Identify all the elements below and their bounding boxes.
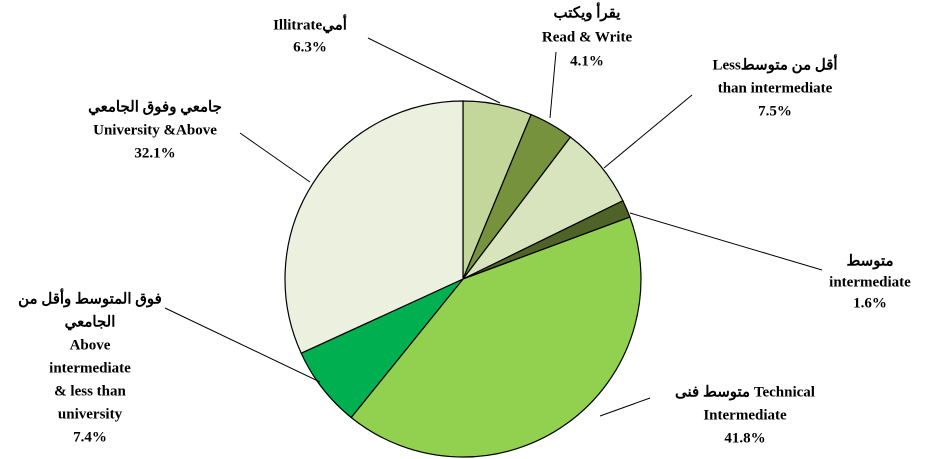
leader-line [239, 132, 311, 183]
slice-value-label: 32.1% [134, 145, 175, 161]
slice-value-label: 7.4% [73, 429, 107, 445]
slice-label: الجامعي [65, 314, 116, 331]
slice-value-label: 4.1% [570, 53, 604, 69]
leader-line [549, 51, 557, 119]
slice-value-label: 41.8% [724, 430, 765, 446]
slice-label: Illitrateأمي [273, 13, 347, 34]
slice-label: فوق المتوسط وأقل من [18, 287, 162, 307]
leader-line [603, 94, 693, 169]
slice-label: & less than [54, 383, 126, 399]
slice-label: Intermediate [703, 407, 787, 423]
leader-line [629, 212, 823, 271]
slice-label: متوسط فنى Technical [675, 384, 815, 400]
pie-slice [350, 216, 642, 458]
slice-label: intermediate [829, 274, 911, 290]
leader-line [164, 307, 321, 383]
slice-label: university [58, 406, 123, 422]
slice-label: Lessأقل من متوسط [712, 53, 837, 73]
slice-label: intermediate [49, 360, 131, 376]
slice-label: than intermediate [718, 80, 833, 96]
slice-label: متوسط [846, 253, 893, 269]
slice-label: جامعي وفوق الجامعي [88, 99, 222, 116]
slice-label: University &Above [93, 122, 217, 138]
slice-label: يقرأ ويكتب [554, 1, 621, 21]
leader-line [367, 37, 501, 104]
slice-value-label: 7.5% [758, 103, 792, 119]
slice-value-label: 1.6% [853, 295, 887, 311]
slice-label: Above [70, 337, 111, 353]
slice-value-label: 6.3% [293, 39, 327, 55]
pie-slice [284, 100, 464, 355]
leader-line [599, 397, 651, 417]
slice-label: Read & Write [542, 29, 633, 45]
